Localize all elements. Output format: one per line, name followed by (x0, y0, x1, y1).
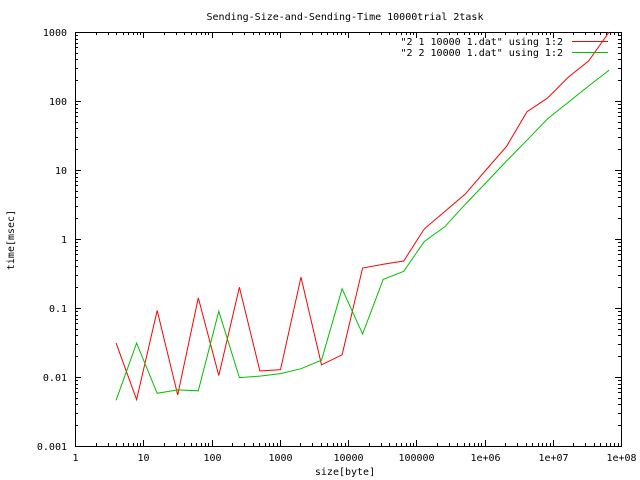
y-tick-label: 0.1 (49, 304, 67, 315)
x-tick-label: 1e+08 (606, 453, 636, 464)
x-axis-label: size[byte] (315, 467, 375, 478)
x-tick-label: 100000 (398, 453, 434, 464)
y-tick-label: 0.001 (37, 442, 67, 453)
chart-title: Sending-Size-and-Sending-Time 10000trial… (207, 12, 484, 23)
x-tick-label: 10 (137, 453, 149, 464)
x-tick-label: 1e+06 (470, 453, 500, 464)
series-layer (115, 31, 610, 402)
x-tick-label: 1 (72, 453, 78, 464)
x-axis: 1 10 100 1000 10000 100000 1e+06 1e+07 1e+08 (72, 32, 637, 464)
x-tick-label: 10000 (333, 453, 363, 464)
x-tick-label: 100 (203, 453, 221, 464)
legend-label-1: "2 1 10000 1.dat" using 1:2 (400, 37, 563, 48)
y-tick-label: 1 (61, 235, 67, 246)
legend: "2 1 10000 1.dat" using 1:2"2 2 10000 1.… (400, 37, 608, 59)
legend-label-2: "2 2 10000 1.dat" using 1:2 (400, 48, 563, 59)
x-tick-label: 1000 (268, 453, 292, 464)
y-tick-label: 10 (55, 166, 67, 177)
series-line-2 (115, 69, 610, 401)
y-tick-label: 100 (49, 97, 67, 108)
y-tick-label: 0.01 (43, 373, 67, 384)
plot-frame (75, 32, 622, 447)
series-line-1 (115, 31, 610, 402)
y-tick-label: 1000 (43, 28, 67, 39)
y-axis: 0.001 0.01 0.1 1 10 100 1000 (37, 28, 621, 453)
x-tick-label: 1e+07 (538, 453, 568, 464)
y-axis-label: time[msec] (6, 210, 17, 270)
